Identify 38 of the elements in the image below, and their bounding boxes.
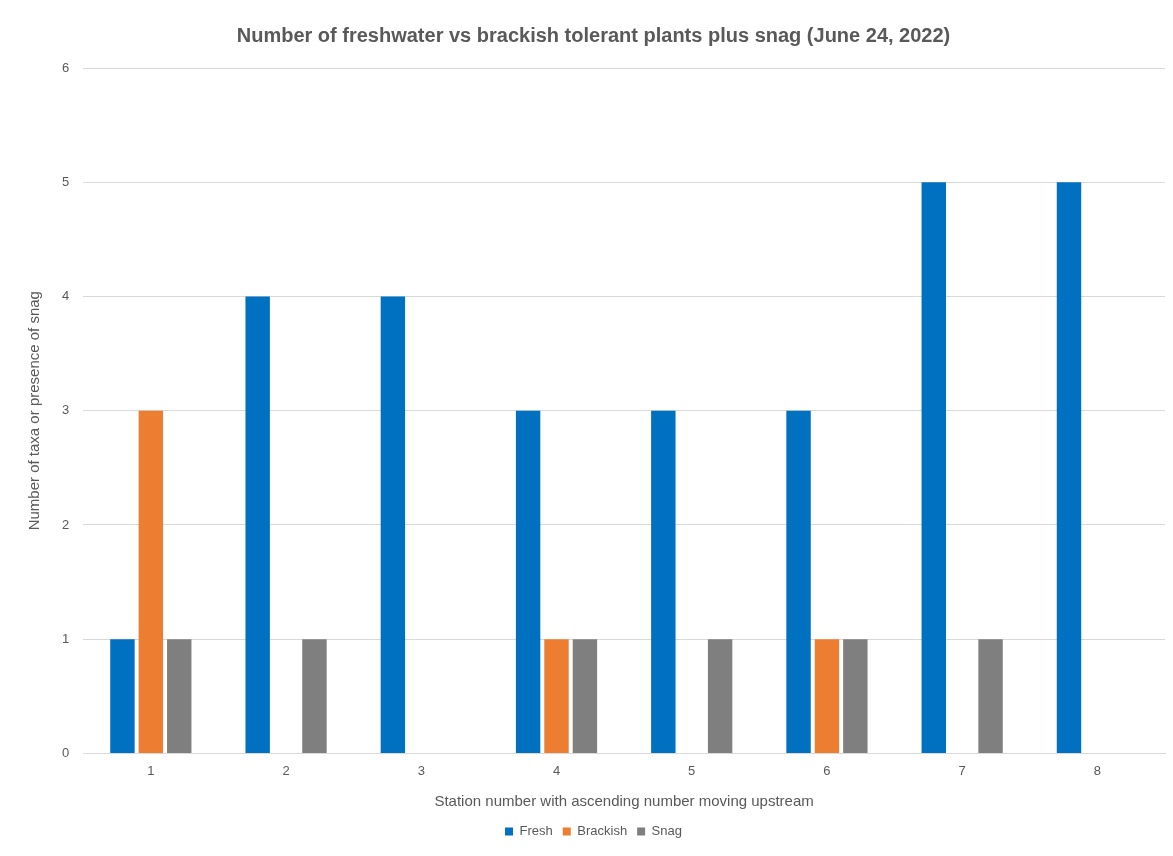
bar	[167, 639, 192, 753]
legend-label: Fresh	[519, 823, 553, 839]
bar	[814, 639, 840, 753]
legend-label: Snag	[651, 823, 682, 839]
x-tick-label: 2	[282, 762, 290, 778]
bar	[110, 639, 135, 753]
x-tick-label: 3	[417, 762, 425, 778]
y-tick-label: 5	[62, 173, 70, 189]
x-tick-label: 4	[552, 762, 561, 778]
bar	[572, 639, 598, 753]
y-tick-label: 4	[62, 288, 70, 304]
bar	[138, 410, 164, 753]
bar	[1056, 182, 1082, 753]
y-tick-label: 2	[62, 516, 70, 532]
bar	[921, 182, 946, 753]
bar	[380, 296, 406, 753]
bar	[544, 639, 569, 753]
x-tick-label: 1	[147, 762, 155, 778]
x-tick-label: 5	[688, 762, 696, 778]
y-axis-title: Number of taxa or presence of snag	[25, 291, 43, 531]
y-tick-label: 0	[62, 744, 70, 760]
bar	[302, 639, 327, 753]
x-tick-label: 7	[958, 762, 966, 778]
bar	[707, 639, 733, 753]
bar	[651, 410, 676, 753]
legend-label: Brackish	[577, 823, 628, 839]
y-tick-label: 6	[62, 59, 70, 75]
x-axis-title: Station number with ascending number moving upstream	[434, 792, 814, 810]
bar	[786, 410, 811, 753]
bar	[515, 410, 541, 753]
bar	[978, 639, 1003, 753]
y-tick-label: 3	[62, 402, 70, 418]
bar	[245, 296, 270, 753]
x-tick-label: 8	[1093, 762, 1102, 778]
bar	[843, 639, 868, 753]
chart-title: Number of freshwater vs brackish tolerant plants plus snag (June 24, 2022)	[236, 23, 951, 46]
y-tick-label: 1	[62, 630, 70, 646]
x-tick-label: 6	[823, 762, 831, 778]
